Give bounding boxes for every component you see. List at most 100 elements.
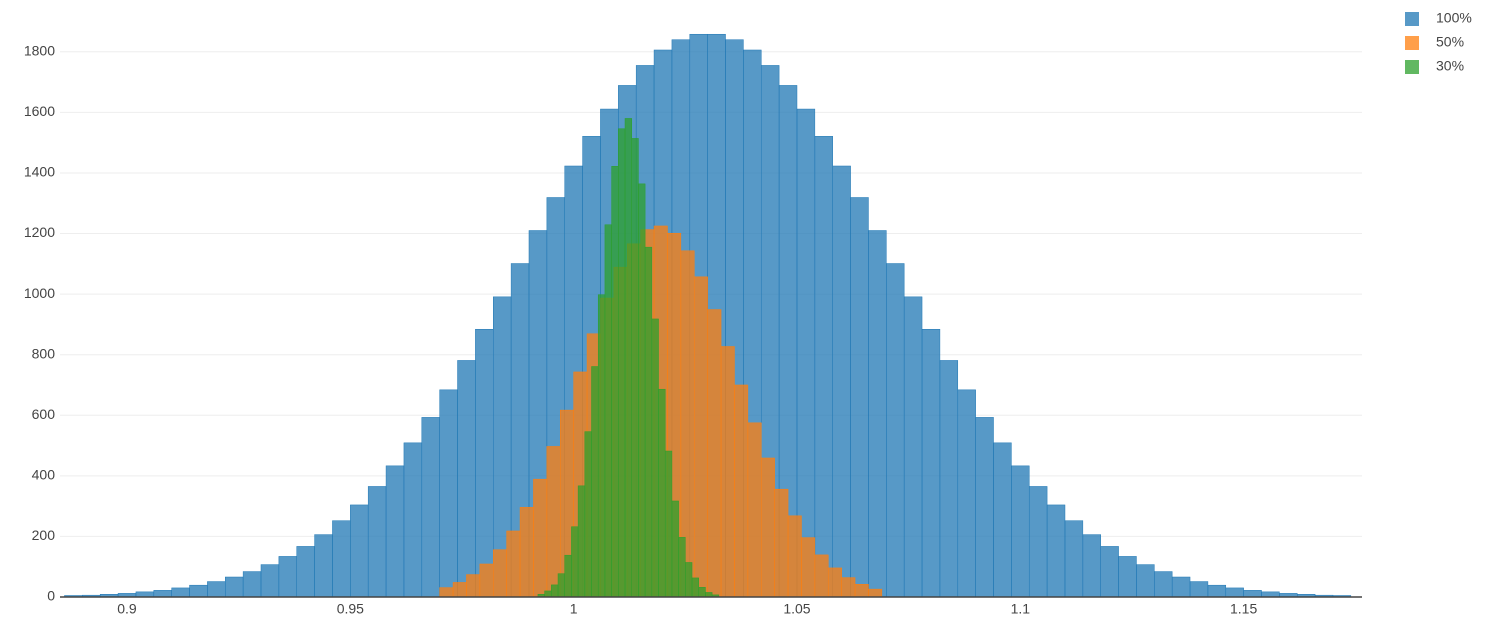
histogram-bar <box>475 328 494 598</box>
histogram-bar <box>135 591 155 598</box>
x-tick-label: 1.1 <box>1011 601 1031 617</box>
y-tick-label: 600 <box>32 406 56 422</box>
histogram-bar <box>278 556 297 598</box>
histogram-bar <box>678 537 686 598</box>
legend-label: 100% <box>1436 10 1472 26</box>
histogram-bar <box>854 584 869 598</box>
histogram-bar <box>747 422 762 598</box>
histogram-bar <box>760 457 775 598</box>
histogram-bar <box>1261 591 1280 598</box>
histogram-bar <box>519 507 534 598</box>
histogram-bar <box>457 360 476 598</box>
histogram-bar <box>439 389 458 598</box>
histogram-bar <box>1189 581 1209 598</box>
y-tick-label: 1400 <box>24 164 55 180</box>
histogram-bar <box>314 534 333 598</box>
legend-label: 50% <box>1436 34 1464 50</box>
histogram-bar <box>611 166 619 598</box>
legend-swatch <box>1405 60 1419 74</box>
legend-label: 30% <box>1436 58 1464 74</box>
histogram-bar <box>993 442 1012 598</box>
histogram-bar <box>452 582 467 598</box>
histogram-bar <box>694 276 708 598</box>
histogram-bar <box>1046 504 1066 598</box>
histogram-bar <box>584 431 592 598</box>
y-tick-label: 800 <box>32 345 56 361</box>
histogram-bar <box>921 328 941 598</box>
histogram-bar <box>698 587 706 598</box>
legend-swatch <box>1405 36 1419 50</box>
histogram-bar <box>1225 587 1244 598</box>
histogram-bar <box>577 485 586 598</box>
histogram-bar <box>658 388 666 598</box>
histogram-bar <box>544 590 552 598</box>
histogram-bar <box>868 588 883 598</box>
histogram-bar <box>685 562 693 598</box>
histogram-bar <box>385 465 405 598</box>
histogram-bar <box>644 246 653 598</box>
histogram-bar <box>903 296 923 598</box>
histogram-bar <box>551 584 559 598</box>
histogram-bar <box>350 504 369 598</box>
histogram-bar <box>421 417 440 598</box>
histogram-bar <box>691 577 699 598</box>
histogram-bar <box>1243 590 1262 598</box>
histogram-bar <box>734 384 749 598</box>
histogram-bar <box>1082 534 1101 598</box>
histogram-bar <box>774 488 789 598</box>
histogram-bar <box>618 128 626 598</box>
histogram-bar <box>242 571 262 598</box>
x-tick-label: 0.95 <box>337 601 364 617</box>
histogram-bar <box>651 318 659 598</box>
histogram-bar <box>801 537 816 598</box>
x-tick-label: 1 <box>570 601 578 617</box>
histogram-bar <box>1011 465 1030 598</box>
histogram-bar <box>631 138 639 598</box>
histogram-bar <box>624 118 632 598</box>
histogram-bar <box>533 478 548 598</box>
y-tick-label: 1000 <box>24 285 55 301</box>
y-tick-label: 0 <box>47 588 55 604</box>
histogram-bar <box>466 574 481 598</box>
histogram-bar <box>439 587 454 598</box>
histogram-bar <box>557 573 565 598</box>
histogram-bar <box>975 417 994 598</box>
histogram-bar <box>1118 556 1137 598</box>
histogram-bar <box>1028 486 1048 598</box>
histogram-bar <box>225 576 244 598</box>
y-tick-label: 400 <box>32 467 56 483</box>
x-tick-label: 0.9 <box>117 601 137 617</box>
x-tick-label: 1.05 <box>783 601 810 617</box>
histogram-bar <box>671 500 679 598</box>
histogram-bar <box>638 183 646 598</box>
y-tick-label: 1600 <box>24 103 55 119</box>
histogram-bar <box>814 554 829 598</box>
histogram-bar <box>1136 564 1155 598</box>
histogram-bar <box>564 554 572 598</box>
histogram-bar <box>787 515 802 598</box>
histogram-bar <box>1064 520 1084 598</box>
histogram-bar <box>296 546 315 598</box>
histogram-bar <box>832 165 851 598</box>
histogram-bar <box>1207 584 1227 598</box>
histogram-bar <box>957 389 976 598</box>
histogram-bar <box>403 442 423 598</box>
histogram-bar <box>506 530 521 598</box>
histogram-bar <box>1100 546 1119 598</box>
histogram-bar <box>479 563 494 598</box>
histogram-bar <box>591 366 599 598</box>
y-tick-label: 1800 <box>24 43 55 59</box>
histogram-bar <box>939 360 959 598</box>
histogram-bar <box>868 230 887 598</box>
legend-swatch <box>1405 12 1419 26</box>
histogram-bar <box>604 224 612 598</box>
histogram-bar <box>332 520 351 598</box>
histogram-bar <box>841 577 856 598</box>
histogram-bar <box>189 584 208 598</box>
histogram-bar <box>171 587 190 598</box>
histogram-bar <box>153 590 172 598</box>
histogram-bar <box>260 564 280 598</box>
histogram-bar <box>571 526 579 598</box>
